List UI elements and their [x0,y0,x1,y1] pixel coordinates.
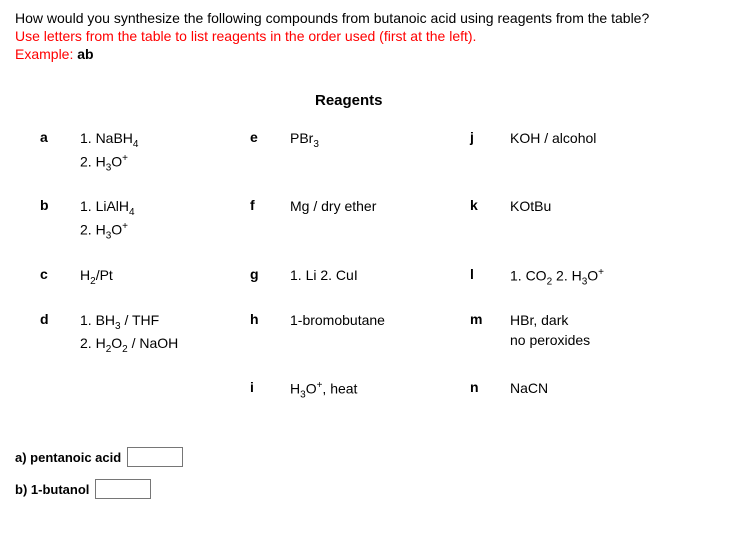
reagent-text-i: H3O+, heat [290,379,470,402]
answer-row-b: b) 1-butanol [15,479,737,499]
answer-label-a: a) pentanoic acid [15,450,121,465]
reagent-label-m: m [470,311,510,327]
example-label: Example: [15,46,77,62]
reagent-text-n: NaCN [510,379,690,399]
reagent-label-e: e [250,129,290,145]
reagent-text-f: Mg / dry ether [290,197,470,217]
reagent-grid: a 1. NaBH4 2. H3O+ e PBr3 j KOH / alcoho… [40,129,737,402]
reagent-text-l: 1. CO2 2. H3O+ [510,266,690,289]
reagent-label-b: b [40,197,80,213]
reagent-text-m: HBr, dark no peroxides [510,311,690,350]
reagent-label-f: f [250,197,290,213]
reagent-text-c: H2/Pt [80,266,250,289]
reagent-text-d: 1. BH3 / THF 2. H2O2 / NaOH [80,311,250,357]
reagent-text-h: 1-bromobutane [290,311,470,331]
reagent-label-a: a [40,129,80,145]
example-value: ab [77,46,93,62]
reagent-text-b: 1. LiAlH4 2. H3O+ [80,197,250,243]
reagent-label-j: j [470,129,510,145]
reagent-label-c: c [40,266,80,282]
answer-input-b[interactable] [95,479,151,499]
reagent-label-g: g [250,266,290,282]
reagent-text-e: PBr3 [290,129,470,152]
reagent-label-n: n [470,379,510,395]
reagent-text-g: 1. Li 2. CuI [290,266,470,286]
answer-row-a: a) pentanoic acid [15,447,737,467]
reagent-label-k: k [470,197,510,213]
example-text: Example: ab [15,46,737,62]
answer-input-a[interactable] [127,447,183,467]
reagent-label-i: i [250,379,290,395]
instruction-text: Use letters from the table to list reage… [15,28,737,44]
reagents-title: Reagents [315,92,737,109]
reagent-label-d: d [40,311,80,327]
question-text: How would you synthesize the following c… [15,10,737,26]
reagent-text-k: KOtBu [510,197,690,217]
reagent-text-j: KOH / alcohol [510,129,690,149]
answers-section: a) pentanoic acid b) 1-butanol [15,447,737,499]
reagent-label-l: l [470,266,510,282]
answer-label-b: b) 1-butanol [15,482,89,497]
reagent-text-a: 1. NaBH4 2. H3O+ [80,129,250,175]
reagent-label-h: h [250,311,290,327]
